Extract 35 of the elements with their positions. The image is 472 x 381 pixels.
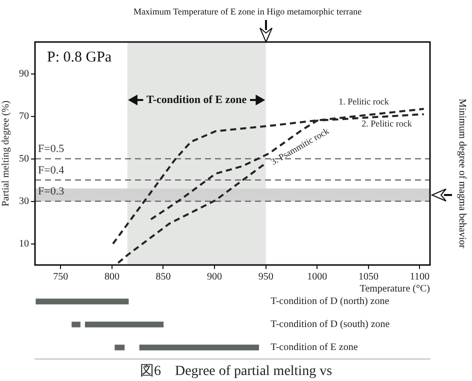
band-label: T-condition of E zone <box>146 94 247 106</box>
x-tick-label: 950 <box>258 272 274 283</box>
y-tick-label: 10 <box>19 238 29 250</box>
y-tick-label: 30 <box>19 196 29 207</box>
bar <box>114 344 125 350</box>
text: Minimum degree of magma behavior <box>456 98 468 249</box>
x-tick-label: 850 <box>156 272 171 283</box>
y-axis-title: Partial melting degree (%) <box>0 100 12 206</box>
x-tick-label: 1100 <box>410 272 430 283</box>
x-tick-label: 800 <box>104 272 120 283</box>
y-tick-label: 70 <box>19 110 29 122</box>
bar <box>84 322 164 328</box>
y-tick-label: T-condition of D (south) zone <box>270 319 390 330</box>
bar <box>139 344 259 350</box>
y-tick-label: T-condition of E zone <box>270 342 358 354</box>
annotation: F=0.5 <box>38 143 65 156</box>
bar <box>36 298 129 304</box>
x-tick-label: 900 <box>207 272 222 283</box>
y-tick-label: 90 <box>19 68 29 80</box>
y-tick-label: T-condition of D (north) zone <box>270 296 390 308</box>
series-label: 1. Pelitic rock <box>338 96 390 106</box>
x-tick-label: 1050 <box>358 272 378 283</box>
annotation: F=0.4 <box>38 164 65 176</box>
annotation: F=0.3 <box>38 186 65 198</box>
y-tick-label: 50 <box>19 153 29 164</box>
x-tick-label: 1000 <box>307 272 328 283</box>
x-axis-title: Temperature (°C) <box>360 284 430 295</box>
text: Maximum Temperature of E zone in Higo metamorphic terrane <box>133 6 362 16</box>
annotation: P: 0.8 GPa <box>47 49 112 66</box>
bar <box>72 322 80 328</box>
x-tick-label: 750 <box>53 272 68 283</box>
series-label: 2. Pelitic rock <box>362 118 412 129</box>
line-series <box>117 162 267 264</box>
line-series <box>112 108 425 245</box>
caption: 図6 Degree of partial melting vs <box>138 363 334 380</box>
